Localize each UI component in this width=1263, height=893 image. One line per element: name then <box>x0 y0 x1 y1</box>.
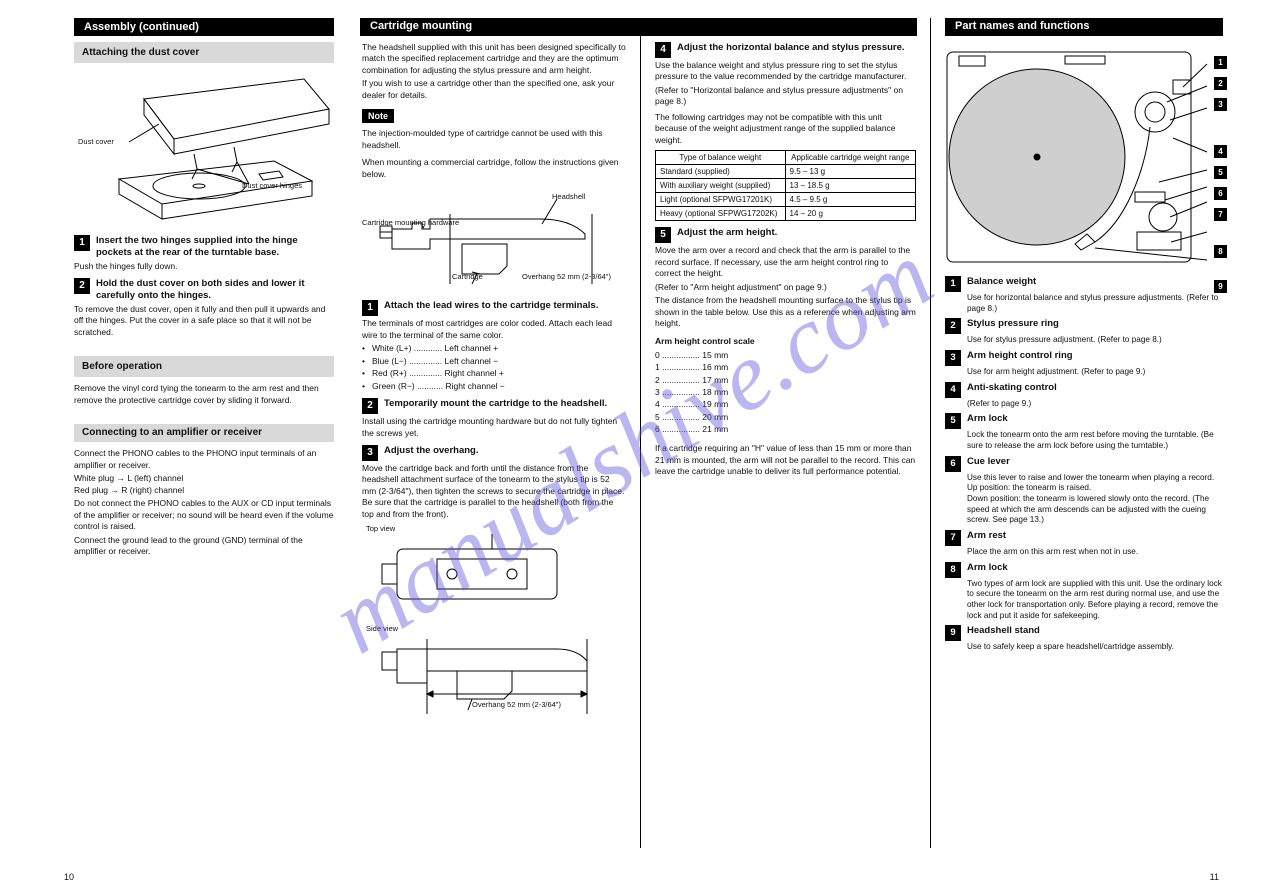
c2-step2-h: Temporarily mount the cartridge to the h… <box>384 398 607 414</box>
c2-step2: 2 Temporarily mount the cartridge to the… <box>362 398 626 414</box>
c3-step4-p1: Use the balance weight and stylus pressu… <box>655 60 916 83</box>
fig3-top: Top view <box>366 524 395 533</box>
c3-step4-warn: The following cartridges may not be comp… <box>655 112 916 146</box>
callout-7: 7 <box>1214 208 1227 221</box>
intro-p2: If you wish to use a cartridge other tha… <box>362 78 626 101</box>
lw-3: Green (R−) ........... Right channel − <box>362 381 626 392</box>
wt-h0: Type of balance weight <box>656 151 786 165</box>
page-num-left: 10 <box>64 872 74 882</box>
c3-step5-p4: If a cartridge requiring an "H" value of… <box>655 443 916 477</box>
step-1-h: Insert the two hinges supplied into the … <box>96 235 334 259</box>
intro-p1: The headshell supplied with this unit ha… <box>362 42 626 76</box>
label-dustcover: Dust cover <box>78 137 114 146</box>
wt-r3c0: Heavy (optional SFPWG17202K) <box>656 207 786 221</box>
heading-assembly: Assembly (continued) <box>74 18 334 36</box>
subheading-connect: Connecting to an amplifier or receiver <box>74 424 334 442</box>
c3-step4-h: Adjust the horizontal balance and stylus… <box>677 42 905 58</box>
step-2-h: Hold the dust cover on both sides and lo… <box>96 278 334 302</box>
callout-2: 2 <box>1214 77 1227 90</box>
scale-label: Arm height control scale <box>655 336 916 347</box>
c3-step5: 5 Adjust the arm height. <box>655 227 916 243</box>
step-1-p: Push the hinges fully down. <box>74 261 334 272</box>
c3-step5-p2: (Refer to "Arm height adjustment" on pag… <box>655 282 916 293</box>
wt-r0c0: Standard (supplied) <box>656 165 786 179</box>
figure-dustcover: Dust cover Dust cover hinges <box>74 69 334 229</box>
c3-step4: 4 Adjust the horizontal balance and styl… <box>655 42 916 58</box>
step-1-num: 1 <box>74 235 90 251</box>
wt-r3c1: 14 – 20 g <box>785 207 915 221</box>
wt-r2c1: 4.5 – 9.5 g <box>785 193 915 207</box>
conn-p3: Do not connect the PHONO cables to the A… <box>74 498 334 532</box>
c3-step4-n: 4 <box>655 42 671 58</box>
page-num-right: 11 <box>1210 872 1219 882</box>
c2-step1-n: 1 <box>362 300 378 316</box>
conn-p4: Connect the ground lead to the ground (G… <box>74 535 334 558</box>
figure-turntable-top: 1 2 3 4 5 6 7 8 9 <box>945 42 1223 272</box>
scale-list: 0 ................ 15 mm 1 .............… <box>655 349 916 435</box>
wt-r0c1: 9.5 – 13 g <box>785 165 915 179</box>
c2-step1-h: Attach the lead wires to the cartridge t… <box>384 300 598 316</box>
parts-list: 1Balance weight Use for horizontal balan… <box>945 276 1223 653</box>
lw-1: Blue (L−) .............. Left channel − <box>362 356 626 367</box>
fig2-lbl-hardware: Cartridge mounting hardware <box>362 218 459 227</box>
note-tag: Note <box>362 109 394 123</box>
figure-overhang: Top view Side view Overhang 52 mm (2-3/6… <box>362 524 626 714</box>
c2-step1: 1 Attach the lead wires to the cartridge… <box>362 300 626 316</box>
column-3: 4 Adjust the horizontal balance and styl… <box>641 18 931 848</box>
callout-4: 4 <box>1214 145 1227 158</box>
c2-step2-p: Install using the cartridge mounting har… <box>362 416 626 439</box>
fig2-lbl-ovh: Overhang 52 mm (2-3/64") <box>522 272 622 281</box>
callout-5: 5 <box>1214 166 1227 179</box>
subheading-before: Before operation <box>74 356 334 377</box>
step-1: 1 Insert the two hinges supplied into th… <box>74 235 334 259</box>
heading-parts: Part names and functions <box>945 18 1223 36</box>
c2-step3-h: Adjust the overhang. <box>384 445 478 461</box>
lead-wire-list: White (L+) ............ Left channel + B… <box>362 343 626 392</box>
callout-9: 9 <box>1214 280 1227 293</box>
note-text: The injection-moulded type of cartridge … <box>362 128 626 151</box>
c3-step5-p3: The distance from the headshell mounting… <box>655 295 916 329</box>
weight-table: Type of balance weight Applicable cartri… <box>655 150 916 221</box>
fig2-lbl-headshell: Headshell <box>552 192 585 201</box>
subheading-dustcover: Attaching the dust cover <box>74 42 334 63</box>
column-4: Part names and functions <box>931 18 1223 848</box>
fig2-lbl-cart: Cartridge <box>452 272 483 281</box>
c3-step5-p1: Move the arm over a record and check tha… <box>655 245 916 279</box>
c3-step4-p2: (Refer to "Horizontal balance and stylus… <box>655 85 916 108</box>
step-2-p: To remove the dust cover, open it fully … <box>74 304 334 338</box>
lw-2: Red (R+) .............. Right channel + <box>362 368 626 379</box>
before-p: Remove the vinyl cord tying the tonearm … <box>74 383 334 406</box>
callout-3: 3 <box>1214 98 1227 111</box>
wt-r1c1: 13 – 18.5 g <box>785 179 915 193</box>
c2-step3-n: 3 <box>362 445 378 461</box>
column-1: Assembly (continued) Attaching the dust … <box>60 18 348 848</box>
wt-r2c0: Light (optional SFPWG17201K) <box>656 193 786 207</box>
column-2: Cartridge mounting The headshell supplie… <box>348 18 641 848</box>
c2-step2-n: 2 <box>362 398 378 414</box>
c2-step1-p: The terminals of most cartridges are col… <box>362 318 626 341</box>
conn-p2: White plug → L (left) channel Red plug →… <box>74 473 334 496</box>
c3-step5-n: 5 <box>655 227 671 243</box>
c3-step5-h: Adjust the arm height. <box>677 227 777 243</box>
fig3-ovh: Overhang 52 mm (2-3/64") <box>472 700 561 709</box>
label-hinges: Dust cover hinges <box>242 181 302 190</box>
callout-1: 1 <box>1214 56 1227 69</box>
wt-r1c0: With auxiliary weight (supplied) <box>656 179 786 193</box>
fig3-side: Side view <box>366 624 398 633</box>
step-2: 2 Hold the dust cover on both sides and … <box>74 278 334 302</box>
conn-p1: Connect the PHONO cables to the PHONO in… <box>74 448 334 471</box>
lw-0: White (L+) ............ Left channel + <box>362 343 626 354</box>
callout-8: 8 <box>1214 245 1227 258</box>
figure-headshell-side: Cartridge mounting hardware Headshell Ca… <box>362 184 626 294</box>
when-p: When mounting a commercial cartridge, fo… <box>362 157 626 180</box>
callout-6: 6 <box>1214 187 1227 200</box>
step-2-num: 2 <box>74 278 90 294</box>
c2-step3: 3 Adjust the overhang. <box>362 445 626 461</box>
wt-h1: Applicable cartridge weight range <box>785 151 915 165</box>
c2-step3-p: Move the cartridge back and forth until … <box>362 463 626 520</box>
